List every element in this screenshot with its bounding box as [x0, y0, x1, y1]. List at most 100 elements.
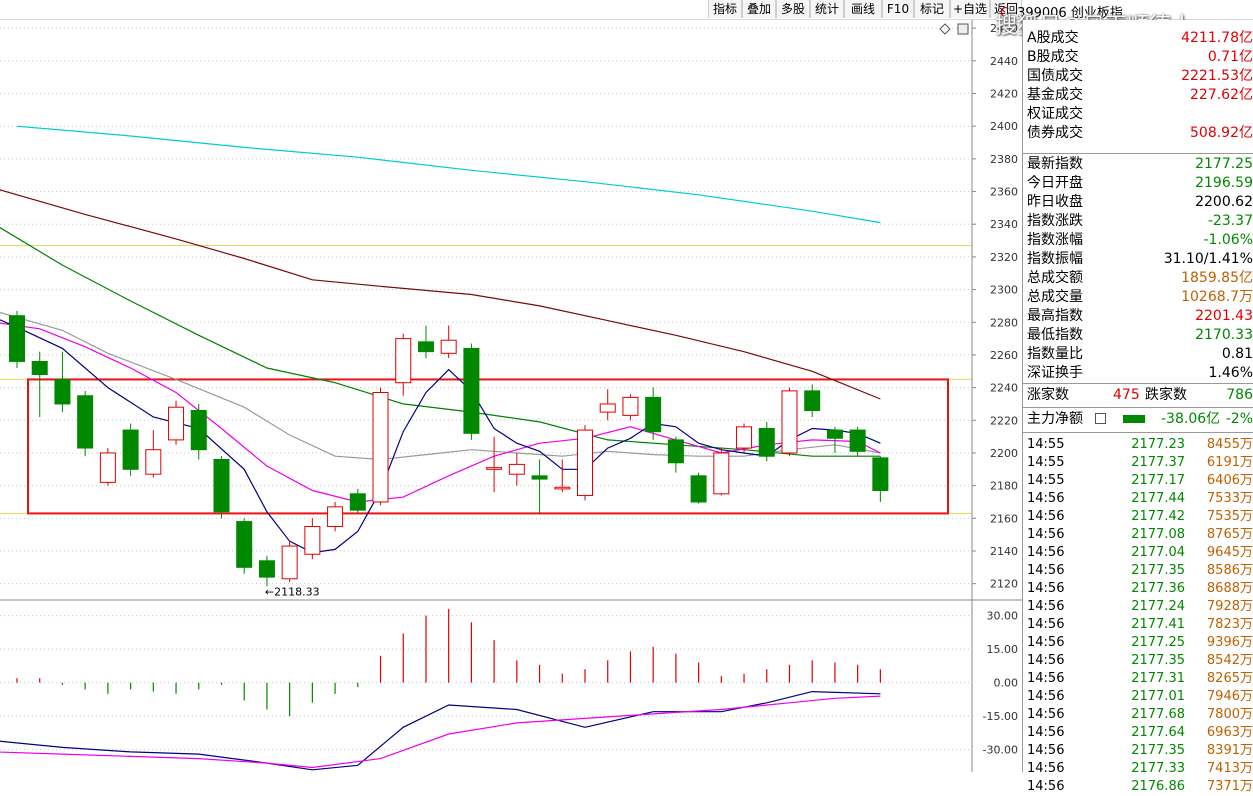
index-title: C 399006 创业板指	[1000, 2, 1123, 21]
candle-up	[577, 429, 593, 496]
tick-time: 14:56	[1027, 707, 1065, 722]
overlay-button[interactable]: 叠加	[742, 0, 776, 18]
tick-row[interactable]: 14:55 2177.23 8455万	[1027, 436, 1253, 454]
y-tick-label: 2460	[990, 22, 1018, 35]
tick-row[interactable]: 14:56 2177.42 7535万	[1027, 508, 1253, 526]
candle-up	[281, 545, 298, 580]
tick-row[interactable]: 14:56 2177.24 7928万	[1027, 598, 1253, 616]
candle-down	[9, 315, 25, 362]
tick-volume: 8542万	[1206, 653, 1253, 668]
index-stat-value: -1.06%	[1203, 232, 1253, 248]
candle-up	[622, 396, 639, 416]
tick-volume: 6963万	[1206, 725, 1253, 740]
index-mark: C	[1000, 6, 1010, 21]
tick-row[interactable]: 14:56 2177.08 8765万	[1027, 526, 1253, 544]
back-button[interactable]: 返回	[990, 0, 1022, 18]
tick-row[interactable]: 14:56 2177.31 8265万	[1027, 670, 1253, 688]
breadth-row: 涨家数 475 跌家数 786	[1027, 386, 1253, 405]
candle-down	[190, 409, 207, 451]
tick-volume: 8586万	[1206, 563, 1253, 578]
main-force-label: 主力净额	[1027, 411, 1083, 427]
multi-stock-button[interactable]: 多股	[776, 0, 810, 18]
index-stat-row: 最新指数 2177.25	[1027, 155, 1253, 174]
index-stat-row: 昨日收盘 2200.62	[1027, 193, 1253, 212]
index-stat-label: 深证换手	[1027, 365, 1083, 381]
up-count-label: 涨家数	[1027, 387, 1069, 403]
market-stat-value: 4211.78亿	[1181, 30, 1253, 46]
macd-dea-line	[0, 695, 881, 769]
tick-price: 2177.68	[1131, 707, 1185, 722]
index-stat-value: 0.81	[1221, 346, 1253, 362]
divider	[1023, 153, 1253, 154]
tick-row[interactable]: 14:56 2177.25 9396万	[1027, 634, 1253, 652]
index-name: 创业板指	[1070, 6, 1123, 21]
tick-price: 2177.35	[1131, 743, 1185, 758]
tick-volume: 7800万	[1206, 707, 1253, 722]
add-watchlist-button[interactable]: +自选	[950, 0, 990, 18]
market-stat-row: 债券成交 508.92亿	[1027, 124, 1253, 143]
divider	[1023, 383, 1253, 384]
y-tick-label: 2220	[990, 414, 1018, 427]
tick-volume: 9645万	[1206, 545, 1253, 560]
index-stat-value: 2201.43	[1195, 308, 1253, 324]
candle-down	[804, 390, 821, 411]
candle-up	[713, 452, 730, 495]
tick-row[interactable]: 14:56 2177.36 8688万	[1027, 580, 1253, 598]
tick-row[interactable]: 14:56 2177.35 8542万	[1027, 652, 1253, 670]
index-stat-value: 2200.62	[1195, 194, 1253, 210]
statistics-button[interactable]: 统计	[810, 0, 844, 18]
index-stat-label: 指数涨幅	[1027, 232, 1083, 248]
down-count-value: 786	[1226, 387, 1253, 403]
market-stat-label: 债券成交	[1027, 125, 1083, 141]
tick-row[interactable]: 14:56 2177.64 6963万	[1027, 724, 1253, 742]
index-stat-value: 10268.7万	[1181, 289, 1253, 305]
candle-up	[508, 463, 525, 475]
index-stat-row: 总成交额 1859.85亿	[1027, 269, 1253, 288]
tick-row[interactable]: 14:56 2177.41 7823万	[1027, 616, 1253, 634]
mark-button[interactable]: 标记	[914, 0, 950, 18]
y-tick-label: 2120	[990, 578, 1018, 591]
moving-average-line	[0, 189, 881, 400]
y-tick-label: 2400	[990, 120, 1018, 133]
diamond-icon[interactable]	[939, 23, 951, 35]
window-icon[interactable]	[957, 23, 969, 35]
tick-price: 2177.23	[1131, 437, 1185, 452]
tick-time: 14:56	[1027, 509, 1065, 524]
kline-chart-svg[interactable]: ←2118.33 2120 2140 2160 2180 2200 2220 2240 226…	[0, 20, 1022, 772]
tick-row[interactable]: 14:56 2177.44 7533万	[1027, 490, 1253, 508]
kline-chart-area[interactable]: ←2118.33 2120 2140 2160 2180 2200 2220 2240 226…	[0, 20, 1022, 772]
tick-row[interactable]: 14:55 2177.37 6191万	[1027, 454, 1253, 472]
tick-price: 2177.25	[1131, 635, 1185, 650]
index-stat-label: 最高指数	[1027, 308, 1083, 324]
divider	[1023, 407, 1253, 408]
tick-row[interactable]: 14:56 2177.35 8391万	[1027, 742, 1253, 760]
tick-row[interactable]: 14:56 2177.68 7800万	[1027, 706, 1253, 724]
moving-average-line	[0, 319, 881, 554]
quote-side-panel: A股成交 4211.78亿 B股成交 0.71亿 国债成交 2221.53亿 基金成交 227…	[1022, 20, 1253, 794]
tick-volume: 8455万	[1206, 437, 1253, 452]
tick-price: 2177.41	[1131, 617, 1185, 632]
f10-button[interactable]: F10	[882, 0, 914, 18]
tick-time: 14:56	[1027, 743, 1065, 758]
market-stat-row: 国债成交 2221.53亿	[1027, 67, 1253, 86]
candle-down	[349, 493, 366, 511]
indicator-button[interactable]: 指标	[708, 0, 742, 18]
tick-row[interactable]: 14:56 2177.04 9645万	[1027, 544, 1253, 562]
index-code: 399006	[1017, 6, 1067, 21]
candle-up	[781, 390, 798, 454]
tick-volume: 7928万	[1206, 599, 1253, 614]
macd-y-tick-label: -15.00	[983, 710, 1018, 723]
macd-dif-line	[0, 690, 881, 771]
macd-y-tick-label: 15.00	[987, 643, 1019, 656]
tick-row[interactable]: 14:56 2177.35 8586万	[1027, 562, 1253, 580]
tick-row[interactable]: 14:55 2177.17 6406万	[1027, 472, 1253, 490]
draw-line-button[interactable]: 画线	[844, 0, 882, 18]
menu-icon[interactable]	[1095, 413, 1106, 424]
main-force-pct: -2%	[1225, 411, 1253, 427]
tick-price: 2177.64	[1131, 725, 1185, 740]
down-count-label: 跌家数	[1145, 387, 1187, 403]
tick-row[interactable]: 14:56 2177.33 7413万	[1027, 760, 1253, 778]
tick-row[interactable]: 14:56 2176.86 7371万	[1027, 778, 1253, 796]
tick-volume: 6191万	[1206, 455, 1253, 470]
tick-row[interactable]: 14:56 2177.01 7946万	[1027, 688, 1253, 706]
